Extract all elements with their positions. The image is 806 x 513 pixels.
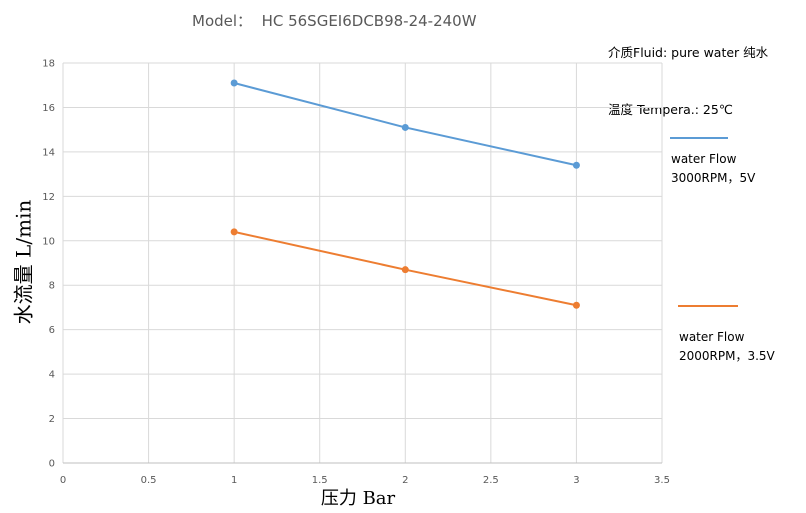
data-point: [230, 79, 238, 87]
chart-title: Model： HC 56SGEI6DCB98-24-240W: [192, 12, 477, 30]
data-point: [230, 228, 238, 236]
data-point: [401, 266, 409, 274]
x-tick-label: 1.5: [312, 475, 328, 486]
y-tick-label: 8: [49, 281, 55, 292]
legend-swatch-3000rpm: [670, 137, 728, 139]
x-tick-label: 3: [573, 475, 579, 486]
x-tick-label: 0: [60, 475, 66, 486]
y-tick-label: 6: [49, 325, 55, 336]
data-point: [401, 123, 409, 131]
data-point: [572, 161, 580, 169]
x-tick-label: 2.5: [483, 475, 499, 486]
data-point: [572, 301, 580, 309]
y-axis-label: 水流量 L/min: [11, 199, 36, 325]
y-tick-label: 0: [49, 459, 55, 470]
x-tick-label: 0.5: [141, 475, 157, 486]
y-tick-label: 12: [42, 192, 55, 203]
medium-note-fluid: 介质Fluid: pure water 纯水: [608, 45, 769, 60]
x-tick-label: 2: [402, 475, 408, 486]
y-tick-label: 18: [42, 59, 55, 70]
x-tick-label: 1: [231, 475, 237, 486]
legend-swatch-2000rpm: [678, 305, 738, 307]
medium-note-temperature: 温度 Tempera.: 25℃: [608, 102, 733, 117]
medium-note: 介质Fluid: pure water 纯水 温度 Tempera.: 25℃: [608, 5, 768, 157]
legend-label-2000rpm: water Flow 2000RPM，3.5V: [679, 330, 775, 363]
x-axis-label: 压力 Bar: [320, 488, 396, 509]
y-tick-label: 2: [49, 414, 55, 425]
legend-label-3000rpm: water Flow 3000RPM，5V: [671, 152, 756, 185]
y-tick-label: 16: [42, 103, 55, 114]
y-tick-label: 4: [49, 370, 55, 381]
y-tick-label: 10: [42, 236, 55, 247]
y-tick-label: 14: [42, 147, 55, 158]
x-tick-label: 3.5: [654, 475, 670, 486]
